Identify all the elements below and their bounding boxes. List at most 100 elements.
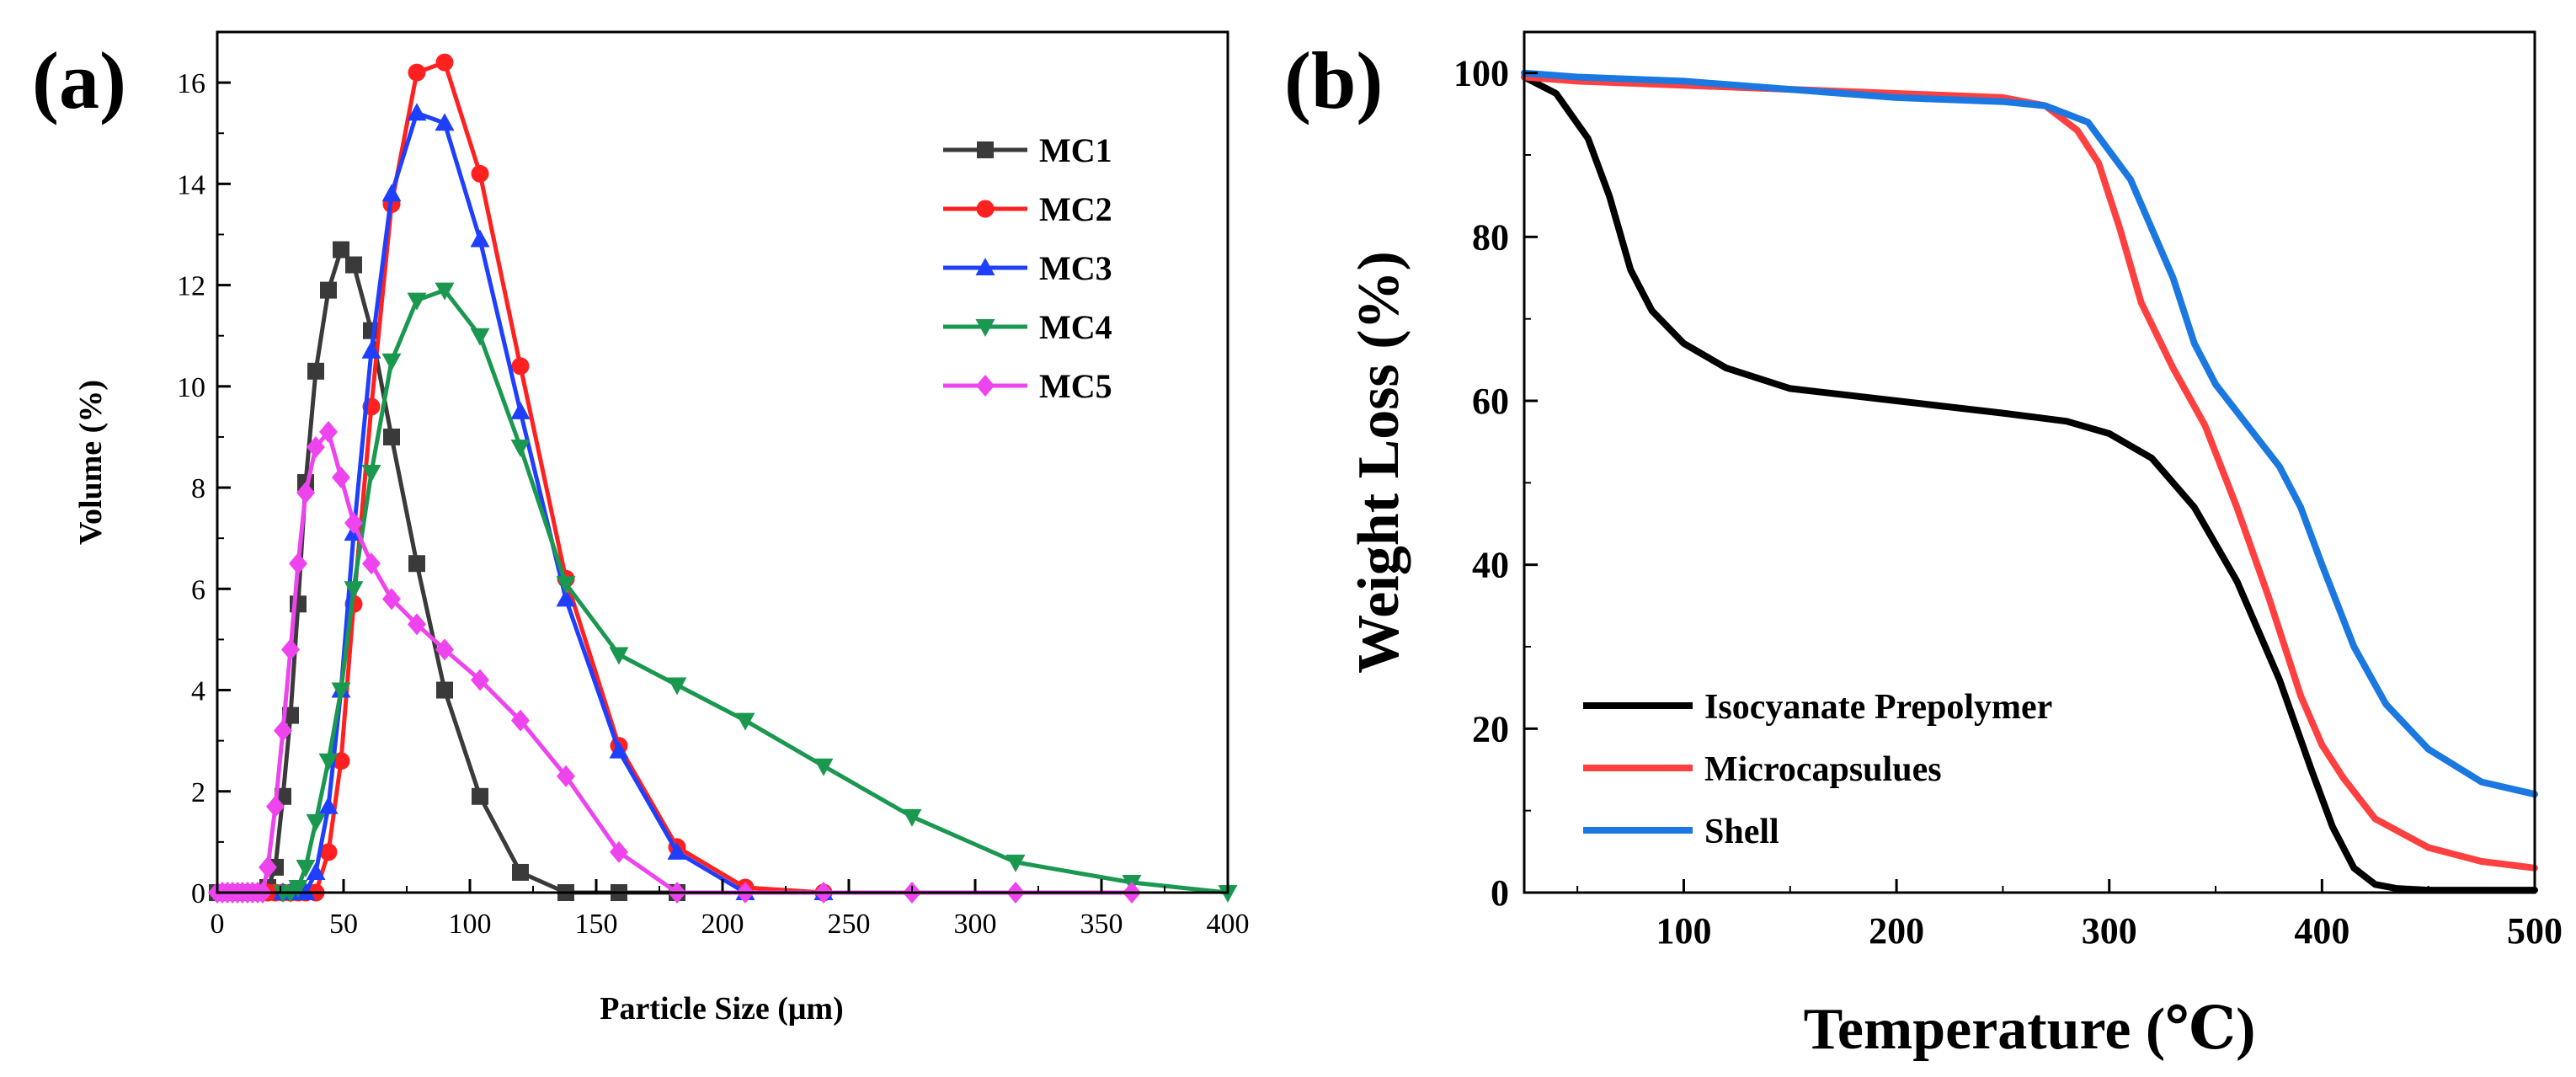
legend-label-isocyanate-prepolymer: Isocyanate Prepolymer bbox=[1704, 688, 2052, 727]
panel-a-series-layer bbox=[208, 53, 1238, 904]
legend-marker-mc3 bbox=[975, 258, 995, 275]
series-mc5-point bbox=[296, 482, 315, 504]
series-mc5-point bbox=[382, 588, 401, 610]
series-mc1-point bbox=[333, 241, 349, 259]
series-mc4-point bbox=[296, 859, 316, 877]
series-mc4-point bbox=[435, 282, 455, 301]
panel-a-y-axis-label: Volume (%) bbox=[73, 380, 109, 545]
legend-label-mc3: MC3 bbox=[1039, 249, 1112, 287]
series-mc4-point bbox=[735, 712, 755, 731]
legend-marker-mc4 bbox=[975, 319, 995, 337]
a-y-tick-label: 6 bbox=[191, 574, 205, 605]
series-mc5-point bbox=[557, 765, 575, 787]
legend-label-mc1: MC1 bbox=[1039, 131, 1112, 169]
b-y-tick-label: 60 bbox=[1472, 381, 1509, 422]
panel-a-legend: MC1 MC2 MC3 MC4 MC5 bbox=[943, 131, 1112, 405]
legend-label-mc2: MC2 bbox=[1039, 190, 1112, 228]
legend-label-mc5: MC5 bbox=[1039, 367, 1112, 405]
series-mc3-point bbox=[381, 184, 402, 202]
series-mc1-point bbox=[320, 281, 337, 299]
series-mc1-point bbox=[472, 787, 488, 805]
legend-item-isocyanate-prepolymer: Isocyanate Prepolymer bbox=[1583, 688, 2052, 727]
series-mc5-point bbox=[319, 420, 338, 443]
legend-item-mc1: MC1 bbox=[943, 131, 1112, 169]
legend-item-mc4: MC4 bbox=[943, 308, 1112, 346]
series-mc3-point bbox=[510, 401, 531, 419]
a-y-tick-label: 10 bbox=[177, 372, 205, 403]
series-microcapsulues-line bbox=[1521, 73, 2538, 872]
panel-a-y-axis: 0 2 4 6 8 10 12 14 16 bbox=[177, 68, 231, 909]
series-mc1-point bbox=[345, 256, 362, 274]
panel-b-x-axis-label: Temperature (℃) bbox=[1804, 997, 2256, 1062]
series-microcapsulues bbox=[1521, 73, 2538, 872]
legend-marker-mc1 bbox=[977, 141, 994, 158]
a-x-tick-label: 300 bbox=[954, 909, 997, 940]
legend-label-mc4: MC4 bbox=[1039, 308, 1112, 346]
a-y-tick-label: 14 bbox=[177, 169, 205, 200]
series-mc4-point bbox=[407, 292, 427, 311]
series-mc4-point bbox=[344, 581, 364, 600]
series-mc4-point bbox=[556, 576, 576, 594]
series-mc5-point bbox=[259, 856, 277, 878]
series-isocyanate-prepolymer bbox=[1521, 73, 2538, 894]
b-y-tick-label: 100 bbox=[1453, 53, 1509, 94]
a-y-tick-label: 2 bbox=[191, 777, 205, 808]
panel-b-series-layer bbox=[1521, 69, 2538, 894]
series-shell-line bbox=[1521, 69, 2538, 798]
series-mc4-point bbox=[288, 879, 308, 898]
legend-item-microcapsulues: Microcapsulues bbox=[1583, 750, 1942, 789]
series-mc4-point bbox=[331, 682, 351, 701]
a-y-tick-label: 8 bbox=[191, 473, 205, 504]
series-mc3-point bbox=[306, 861, 326, 880]
legend-marker-mc2 bbox=[976, 200, 995, 218]
panel-b-legend: Isocyanate Prepolymer Microcapsulues Shell bbox=[1583, 688, 2052, 851]
a-x-tick-label: 200 bbox=[701, 909, 744, 940]
series-mc3-point bbox=[609, 740, 629, 759]
series-mc4-point bbox=[470, 328, 490, 346]
panel-a: (a) 0 50 100 150 200 250 300 350 400 0 2 4 6 8 10 12 14… bbox=[32, 30, 1250, 1026]
a-y-tick-label: 12 bbox=[177, 271, 205, 302]
series-mc2-point bbox=[511, 357, 530, 376]
panel-b-x-axis: 100 200 300 400 500 bbox=[1576, 879, 2563, 952]
series-mc4-point bbox=[1005, 854, 1026, 872]
series-mc4-point bbox=[813, 758, 834, 776]
a-x-tick-label: 350 bbox=[1080, 909, 1123, 940]
series-mc3-point bbox=[435, 113, 455, 131]
panel-b-label: (b) bbox=[1284, 35, 1383, 125]
a-x-tick-label: 100 bbox=[449, 909, 492, 940]
panel-b-y-axis: 0 20 40 60 80 100 bbox=[1453, 53, 1538, 914]
series-mc4-point bbox=[361, 465, 381, 483]
series-mc5-point bbox=[471, 669, 489, 691]
b-x-tick-label: 400 bbox=[2294, 910, 2349, 952]
a-x-tick-label: 150 bbox=[575, 909, 618, 940]
series-mc4-point bbox=[510, 439, 531, 457]
series-mc5-line bbox=[215, 429, 1134, 895]
a-x-tick-label: 50 bbox=[329, 909, 358, 940]
series-mc5-point bbox=[344, 512, 363, 535]
series-mc5-point bbox=[435, 638, 454, 661]
legend-item-mc3: MC3 bbox=[943, 249, 1112, 287]
series-mc5-point bbox=[511, 709, 530, 732]
panel-a-x-axis-label: Particle Size (μm) bbox=[600, 991, 844, 1026]
legend-marker-mc5 bbox=[976, 375, 995, 397]
b-x-tick-label: 100 bbox=[1656, 910, 1711, 952]
series-mc3-point bbox=[556, 589, 576, 607]
series-mc2-point bbox=[471, 164, 489, 183]
series-mc4-point bbox=[381, 353, 402, 371]
b-y-tick-label: 40 bbox=[1472, 545, 1509, 586]
series-mc5-point bbox=[281, 638, 300, 661]
b-y-tick-label: 0 bbox=[1491, 872, 1509, 914]
legend-item-shell: Shell bbox=[1583, 813, 1779, 851]
legend-label-shell: Shell bbox=[1704, 813, 1779, 851]
legend-item-mc2: MC2 bbox=[943, 190, 1112, 228]
legend-item-mc5: MC5 bbox=[943, 367, 1112, 405]
series-mc2-point bbox=[319, 843, 338, 861]
series-shell bbox=[1521, 69, 2538, 798]
a-y-tick-label: 16 bbox=[177, 68, 205, 99]
series-mc1-point bbox=[307, 362, 324, 380]
series-mc5-point bbox=[610, 840, 628, 863]
series-mc1-point bbox=[512, 863, 529, 881]
b-x-tick-label: 500 bbox=[2507, 910, 2563, 952]
series-mc2-point bbox=[435, 53, 454, 72]
